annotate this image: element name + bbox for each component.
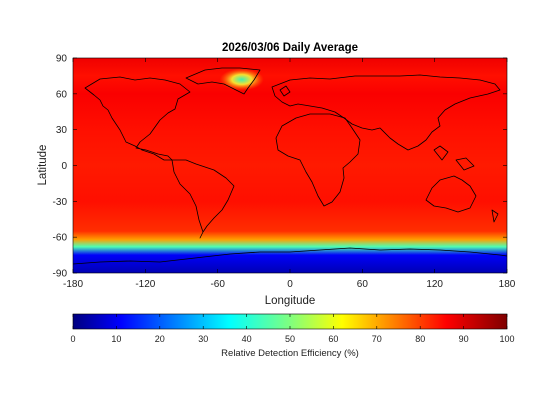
coastline-north-america <box>84 76 191 161</box>
y-tick-label: -60 <box>53 233 68 244</box>
y-tick-label: 90 <box>56 54 68 65</box>
greenland-anomaly <box>219 68 264 91</box>
coastline-islands <box>279 85 499 223</box>
colorbar-tick-label: 70 <box>372 334 382 344</box>
colorbar: 0 10 20 30 40 50 60 70 80 90 100 Relative Detectio… <box>70 313 515 359</box>
x-tick-label: -60 <box>210 279 225 290</box>
x-tick-label: 60 <box>357 279 369 290</box>
y-tick-label: -90 <box>53 269 68 280</box>
y-tick-label: 30 <box>56 125 68 136</box>
colorbar-ticks: 0 10 20 30 40 50 60 70 80 90 100 <box>70 314 515 344</box>
colorbar-tick-label: 90 <box>459 334 469 344</box>
colorbar-tick-label: 0 <box>70 334 75 344</box>
y-axis-label: Latitude <box>37 145 49 186</box>
y-axis: 90 60 30 0 -30 -60 -90 <box>53 54 507 280</box>
x-tick-label: 180 <box>499 279 516 290</box>
heatmap-field <box>73 58 507 273</box>
y-tick-label: 60 <box>56 89 68 100</box>
y-tick-label: 0 <box>61 161 67 172</box>
coastlines <box>73 67 507 265</box>
colorbar-label: Relative Detection Efficiency (%) <box>221 348 359 359</box>
colorbar-tick-label: 80 <box>415 334 425 344</box>
coastline-south-america <box>171 159 235 239</box>
x-tick-label: -120 <box>135 279 155 290</box>
coastline-antarctica <box>73 247 507 265</box>
coastline-australia <box>425 175 477 213</box>
colorbar-tick-label: 60 <box>328 334 338 344</box>
colorbar-tick-label: 20 <box>155 334 165 344</box>
colorbar-tick-label: 50 <box>285 334 295 344</box>
colorbar-tick-label: 40 <box>242 334 252 344</box>
coastline-africa <box>275 113 361 207</box>
x-axis: -180 -120 -60 0 60 120 180 <box>63 58 516 290</box>
heatmap-plot-area <box>72 57 508 274</box>
x-tick-label: 0 <box>287 279 293 290</box>
chart-title: 2026/03/06 Daily Average <box>222 42 358 54</box>
colorbar-tick-label: 100 <box>499 334 514 344</box>
colorbar-tick-label: 10 <box>111 334 121 344</box>
coastline-greenland <box>185 67 261 95</box>
coastline-eurasia <box>271 74 501 151</box>
x-tick-label: 120 <box>426 279 443 290</box>
colorbar-tick-label: 30 <box>198 334 208 344</box>
y-tick-label: -30 <box>53 197 68 208</box>
x-tick-label: -180 <box>63 279 83 290</box>
x-axis-label: Longitude <box>265 295 316 307</box>
